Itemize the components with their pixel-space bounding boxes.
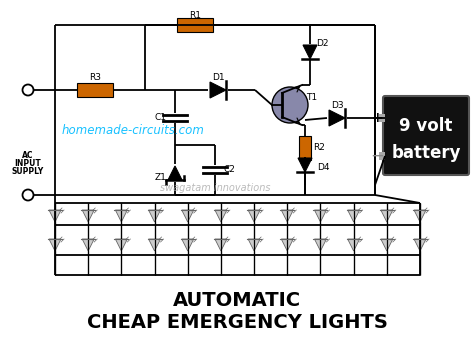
Text: 9 volt: 9 volt bbox=[399, 117, 453, 135]
Polygon shape bbox=[210, 82, 226, 98]
Text: AC: AC bbox=[22, 150, 34, 160]
Text: R1: R1 bbox=[189, 11, 201, 19]
Polygon shape bbox=[314, 210, 327, 222]
Polygon shape bbox=[215, 239, 227, 251]
Polygon shape bbox=[82, 239, 94, 251]
Polygon shape bbox=[182, 239, 194, 251]
Text: C1: C1 bbox=[155, 113, 167, 122]
Text: C2: C2 bbox=[223, 166, 235, 174]
Polygon shape bbox=[329, 110, 345, 126]
Polygon shape bbox=[148, 210, 161, 222]
Text: R3: R3 bbox=[89, 72, 101, 82]
Polygon shape bbox=[281, 239, 293, 251]
Polygon shape bbox=[414, 239, 426, 251]
Bar bbox=[177, 18, 213, 32]
Bar bbox=[379, 114, 385, 122]
Bar bbox=[77, 83, 113, 97]
Polygon shape bbox=[49, 239, 61, 251]
Text: Z1: Z1 bbox=[155, 174, 167, 183]
Text: R2: R2 bbox=[313, 144, 325, 152]
Text: D2: D2 bbox=[316, 40, 328, 48]
Polygon shape bbox=[381, 239, 393, 251]
Polygon shape bbox=[281, 210, 293, 222]
Bar bbox=[299, 136, 311, 160]
Text: homemade-circuits.com: homemade-circuits.com bbox=[62, 124, 205, 137]
Polygon shape bbox=[148, 239, 161, 251]
Polygon shape bbox=[168, 166, 182, 180]
Text: D1: D1 bbox=[212, 72, 224, 82]
Text: T1: T1 bbox=[306, 92, 318, 102]
Text: battery: battery bbox=[391, 144, 461, 162]
Polygon shape bbox=[314, 239, 327, 251]
Polygon shape bbox=[248, 239, 260, 251]
Polygon shape bbox=[215, 210, 227, 222]
Polygon shape bbox=[414, 210, 426, 222]
Text: D4: D4 bbox=[317, 163, 329, 173]
Polygon shape bbox=[82, 210, 94, 222]
Polygon shape bbox=[115, 239, 128, 251]
Text: +: + bbox=[371, 111, 383, 125]
Text: CHEAP EMERGENCY LIGHTS: CHEAP EMERGENCY LIGHTS bbox=[87, 313, 387, 333]
FancyBboxPatch shape bbox=[383, 96, 469, 175]
Text: SUPPLY: SUPPLY bbox=[12, 167, 44, 175]
Polygon shape bbox=[182, 210, 194, 222]
Text: INPUT: INPUT bbox=[15, 158, 41, 168]
Circle shape bbox=[272, 87, 308, 123]
Polygon shape bbox=[115, 210, 128, 222]
Polygon shape bbox=[347, 210, 360, 222]
Text: D3: D3 bbox=[331, 102, 343, 110]
Polygon shape bbox=[248, 210, 260, 222]
Bar bbox=[379, 152, 385, 160]
Polygon shape bbox=[298, 158, 312, 172]
Polygon shape bbox=[49, 210, 61, 222]
Polygon shape bbox=[347, 239, 360, 251]
Text: −: − bbox=[370, 147, 384, 165]
Text: AUTOMATIC: AUTOMATIC bbox=[173, 291, 301, 310]
Polygon shape bbox=[381, 210, 393, 222]
Text: swagatam innovations: swagatam innovations bbox=[160, 183, 271, 193]
Polygon shape bbox=[303, 45, 317, 59]
